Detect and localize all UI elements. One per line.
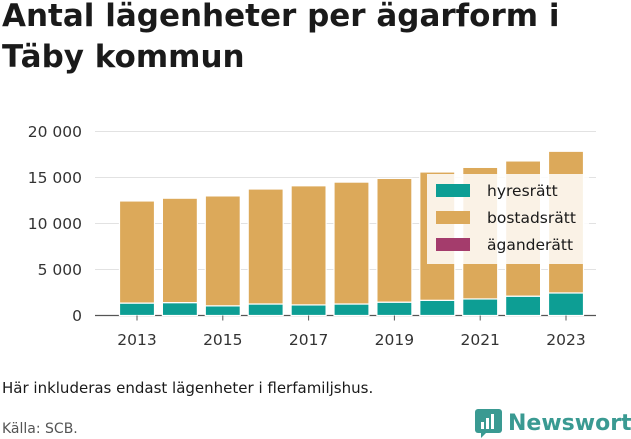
- x-tick-label: 2013: [117, 331, 156, 349]
- x-tick-label: 2023: [546, 331, 585, 349]
- bar-segment: [419, 299, 456, 317]
- bar-segment: [161, 197, 198, 304]
- bar-segment: [290, 304, 327, 317]
- bar-segment: [118, 200, 156, 304]
- bar-segment: [204, 195, 241, 307]
- bar-segment: [333, 181, 370, 305]
- y-tick-label: 20 000: [28, 123, 82, 141]
- bar-segment: [547, 292, 585, 317]
- y-tick-label: 15 000: [28, 169, 82, 187]
- bar-segment: [247, 188, 284, 305]
- brand-name: Newsworthy: [508, 410, 631, 436]
- x-tick-label: 2021: [460, 331, 499, 349]
- bar-segment: [376, 177, 413, 303]
- x-axis-ticks: 2013 2015 2017 2019 2021 2023: [117, 315, 586, 349]
- legend-swatch: [436, 184, 470, 197]
- x-tick-label: 2015: [203, 331, 242, 349]
- legend-swatch: [436, 238, 470, 251]
- bar-segment: [333, 303, 370, 317]
- bar-chart-speech-bubble-icon: [475, 408, 502, 438]
- legend-label: hyresrätt: [487, 182, 558, 200]
- legend-label: äganderätt: [487, 236, 573, 254]
- x-tick-label: 2019: [375, 331, 414, 349]
- bar-segment: [161, 302, 198, 317]
- x-tick-label: 2017: [289, 331, 328, 349]
- bar-segment: [118, 302, 156, 317]
- bar-segment: [204, 305, 241, 317]
- bar-segment: [290, 185, 327, 306]
- y-axis-ticks: 0 5 000 10 000 15 000 20 000: [28, 123, 82, 325]
- y-tick-label: 5 000: [38, 261, 82, 279]
- bar-segment: [505, 295, 542, 317]
- newsworthy-logo[interactable]: Newsworthy: [475, 407, 631, 439]
- chart-note: Här inkluderas endast lägenheter i flerf…: [2, 379, 374, 397]
- y-tick-label: 0: [72, 307, 82, 325]
- legend: hyresrätt bostadsrätt äganderätt: [427, 174, 589, 264]
- bar-segment: [462, 298, 499, 317]
- bar-segment: [376, 301, 413, 317]
- chart-title: Antal lägenheter per ägarform i Täby kom…: [2, 0, 560, 75]
- source-credit: Källa: SCB.: [2, 421, 78, 437]
- y-tick-label: 10 000: [28, 215, 82, 233]
- legend-swatch: [436, 211, 470, 224]
- legend-label: bostadsrätt: [487, 209, 576, 227]
- bar-segment: [247, 303, 284, 317]
